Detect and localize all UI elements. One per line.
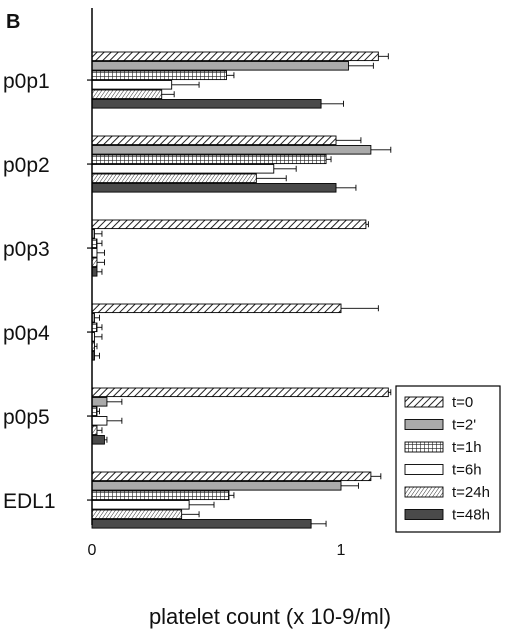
error-bar xyxy=(94,230,103,237)
category-labels: p0p1 p0p2 p0p3 p0p4 p0p5 EDL1 xyxy=(3,70,56,513)
x-axis-label: platelet count (x 10-9/ml) xyxy=(149,604,391,629)
bar xyxy=(91,500,190,510)
bar xyxy=(91,435,105,445)
error-bar xyxy=(96,259,105,266)
error-bar xyxy=(189,501,215,508)
bar xyxy=(91,89,163,100)
error-bar xyxy=(106,417,123,424)
error-bar xyxy=(311,520,327,527)
bar xyxy=(91,145,372,155)
category-label: p0p4 xyxy=(3,322,50,345)
bar xyxy=(91,135,337,146)
error-bar xyxy=(370,473,382,480)
bar xyxy=(91,509,183,520)
error-bar xyxy=(228,492,235,499)
bar xyxy=(91,70,227,81)
legend-swatch xyxy=(404,419,444,430)
error-bar xyxy=(106,398,123,405)
bar xyxy=(91,99,322,109)
error-bar xyxy=(96,408,100,415)
legend: t=0 t=2' t=1h t=6h t=24h t=48h xyxy=(395,385,501,533)
error-bar xyxy=(256,175,287,182)
error-bar xyxy=(273,165,297,172)
error-bar xyxy=(181,511,200,518)
error-bar xyxy=(104,436,108,443)
error-bar xyxy=(321,100,344,107)
bar xyxy=(91,154,327,165)
error-bar xyxy=(388,389,392,396)
legend-label: t=24h xyxy=(452,484,490,501)
error-bar xyxy=(94,343,98,350)
legend-box xyxy=(395,385,501,533)
category-label: p0p2 xyxy=(3,154,50,177)
error-bar xyxy=(370,146,392,153)
bar xyxy=(91,397,108,407)
legend-swatch xyxy=(404,509,444,520)
bar xyxy=(91,164,275,174)
panel-label: B xyxy=(6,11,20,33)
error-bar xyxy=(96,427,103,434)
legend-swatch xyxy=(404,396,444,408)
bar xyxy=(91,80,173,90)
bar xyxy=(91,219,367,230)
bar xyxy=(91,471,372,482)
x-tick-1: 1 xyxy=(337,542,346,559)
bar xyxy=(91,416,108,426)
bar xyxy=(91,490,230,501)
category-label: p0p3 xyxy=(3,238,50,261)
error-bar xyxy=(171,81,200,88)
x-tick-0: 0 xyxy=(88,542,97,559)
legend-label: t=0 xyxy=(452,394,473,411)
error-bar xyxy=(94,314,100,321)
error-bar xyxy=(378,53,389,60)
bar xyxy=(91,387,389,398)
category-label: p0p5 xyxy=(3,406,50,429)
error-bar xyxy=(94,333,103,340)
error-bar xyxy=(365,221,369,228)
category-label: p0p1 xyxy=(3,70,50,93)
bar xyxy=(91,173,257,184)
error-bar xyxy=(96,324,103,331)
bar xyxy=(91,51,379,62)
legend-swatch xyxy=(404,441,444,453)
error-bar xyxy=(226,72,235,79)
legend-label: t=1h xyxy=(452,439,482,456)
category-label: EDL1 xyxy=(3,490,56,513)
legend-swatch xyxy=(404,464,444,475)
bar xyxy=(91,61,349,71)
error-bar xyxy=(161,91,175,98)
error-bar xyxy=(336,137,362,144)
legend-label: t=2' xyxy=(452,417,476,434)
plot-area xyxy=(87,51,392,529)
error-bar xyxy=(348,62,374,69)
error-bar xyxy=(341,482,359,489)
legend-swatch xyxy=(404,486,444,498)
legend-label: t=6h xyxy=(452,462,482,479)
error-bar xyxy=(96,268,103,275)
error-bar xyxy=(326,156,332,163)
legend-label: t=48h xyxy=(452,507,490,524)
error-bar xyxy=(341,305,379,312)
bar xyxy=(91,303,342,314)
bar xyxy=(91,183,337,193)
bar xyxy=(91,519,312,529)
error-bar xyxy=(96,249,105,256)
bar xyxy=(91,481,342,491)
error-bar xyxy=(336,184,357,191)
error-bar xyxy=(94,352,100,359)
error-bar xyxy=(96,240,103,247)
